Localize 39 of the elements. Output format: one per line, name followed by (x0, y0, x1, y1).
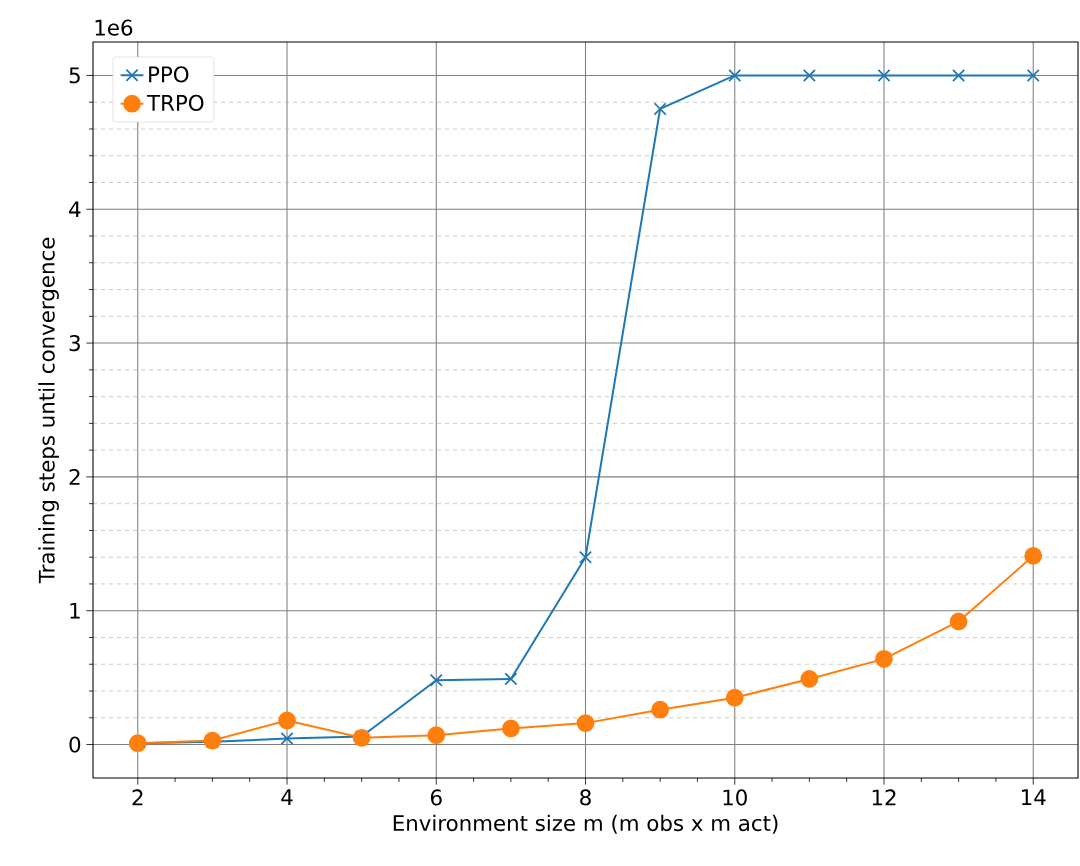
y-axis-title: Training steps until convergence (38, 237, 59, 584)
point (502, 719, 520, 738)
point (278, 711, 296, 730)
point (725, 688, 744, 707)
point (800, 670, 819, 688)
point (280, 731, 294, 746)
y-tick-label: 2 (69, 468, 80, 485)
y-tick-label: 0 (69, 736, 81, 753)
x-tick-label: 8 (580, 789, 591, 806)
x-tick-label: 2 (132, 789, 143, 806)
x-tick-label: 6 (430, 789, 442, 806)
y-tick-label: 3 (69, 335, 80, 352)
x-tick-label: 4 (281, 789, 293, 805)
point (203, 731, 222, 750)
x-tick-label: 12 (872, 789, 896, 806)
x-tick-label: 14 (1022, 789, 1046, 805)
legend-label: PPO (149, 66, 189, 83)
point (578, 550, 593, 564)
y-tick-label: 5 (69, 67, 80, 84)
x-tick-label: 10 (723, 789, 747, 806)
point (653, 102, 667, 116)
point (427, 726, 446, 745)
legend-label: TRPO (147, 94, 204, 111)
point (949, 612, 968, 631)
point (877, 68, 891, 82)
x-axis-title: Environment size m (m obs x m act) (393, 814, 778, 834)
point (1024, 546, 1043, 565)
text: 1e6 (95, 19, 133, 36)
point (728, 68, 742, 82)
point (576, 714, 595, 732)
point (875, 650, 893, 668)
point (504, 672, 518, 686)
point (952, 68, 966, 82)
point (651, 700, 669, 719)
point (429, 673, 443, 687)
y-tick-label: 4 (69, 201, 81, 218)
point (802, 68, 816, 82)
point (1026, 68, 1040, 82)
y-tick-label: 1 (70, 602, 80, 619)
